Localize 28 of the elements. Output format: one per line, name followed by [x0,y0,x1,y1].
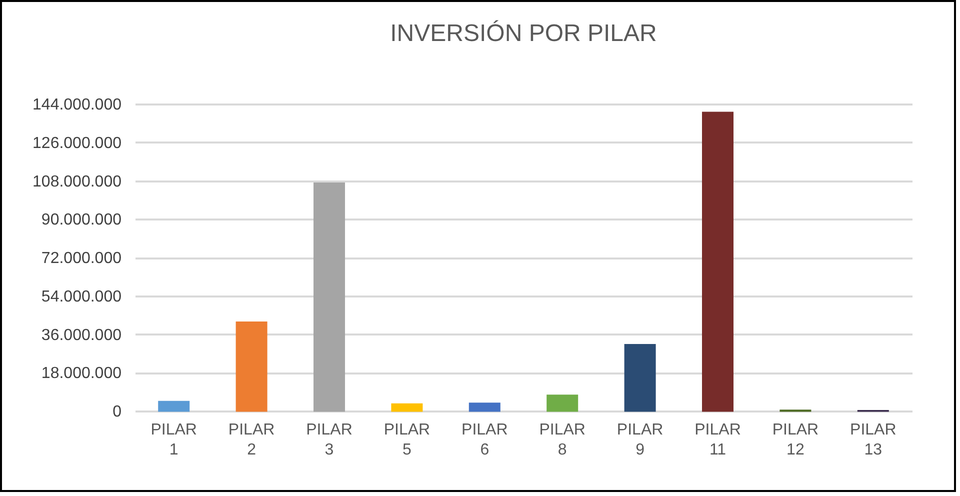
x-tick-label: PILAR 13 [850,422,896,458]
bar [391,403,423,412]
y-tick-label: 108.000.000 [32,173,122,190]
bar [468,402,500,412]
bar [702,112,734,412]
bar [236,322,268,412]
y-tick-label: 36.000.000 [41,326,122,344]
y-tick-label: 54.000.000 [41,288,122,306]
x-tick-label: PILAR 11 [694,422,741,458]
y-tick-label: 72.000.000 [41,250,122,267]
y-tick-label: 18.000.000 [41,365,122,382]
y-tick-label: 0 [112,404,122,420]
y-tick-label: 144.000.000 [32,96,122,114]
x-tick-label: PILAR 1 [150,422,197,458]
x-tick-label: PILAR 9 [616,422,664,458]
bar [624,344,656,412]
x-tick-label: PILAR 3 [306,422,352,458]
bar [546,394,578,412]
chart-title: INVERSIÓN POR PILAR [390,20,657,47]
x-tick-label: PILAR 6 [462,422,508,458]
x-tick-label: PILAR 2 [228,422,275,458]
bar [158,400,190,412]
x-tick-label: PILAR 8 [539,422,586,458]
x-tick-label: PILAR 5 [384,422,430,458]
y-tick-label: 126.000.000 [32,134,122,152]
y-tick-label: 90.000.000 [41,212,122,229]
x-tick-label: PILAR 12 [772,422,819,458]
bar [314,182,345,412]
